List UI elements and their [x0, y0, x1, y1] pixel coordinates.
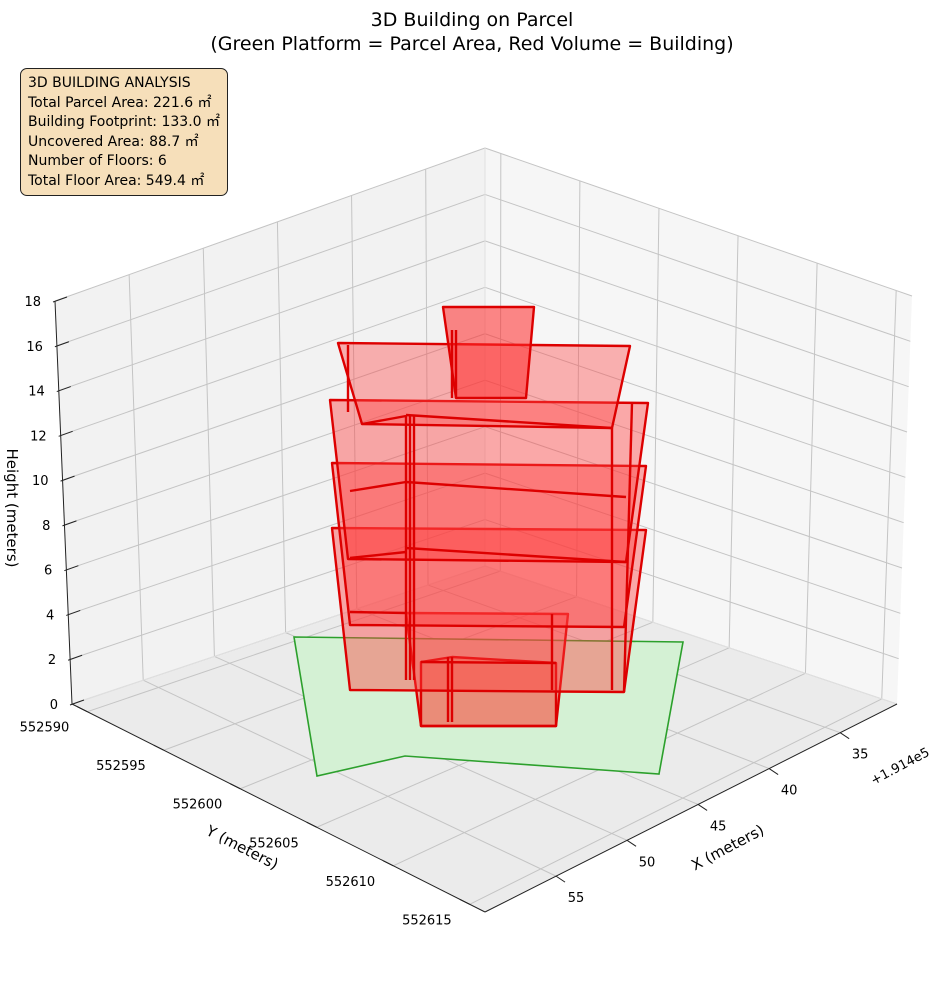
x-axis-label: X (meters)	[688, 821, 767, 874]
info-line-parcel-area: Total Parcel Area: 221.6 ㎡	[28, 94, 212, 111]
x-offset-label: +1.914e5	[868, 745, 932, 788]
x-tick-mark	[697, 803, 708, 811]
parcel-polygon	[293, 636, 684, 777]
z-tick-label: 16	[26, 340, 43, 355]
pane-edge	[484, 565, 898, 705]
floor-line	[349, 610, 407, 615]
info-line-footprint: Building Footprint: 133.0 ㎡	[28, 114, 221, 130]
grid-lines	[54, 147, 913, 905]
floor-line	[405, 413, 613, 430]
floor-line	[420, 660, 557, 665]
pane-back-left	[55, 148, 485, 704]
x-tick-label: 45	[710, 819, 727, 834]
z-tick-label: 6	[44, 564, 52, 579]
z-grid-line	[69, 519, 486, 660]
x-tick-mark	[555, 875, 566, 883]
z-grid-line	[58, 240, 486, 392]
chart-title: 3D Building on Parcel	[371, 9, 574, 31]
x-tick-mark	[839, 732, 850, 740]
building-edge	[622, 402, 634, 693]
z-grid-line	[484, 333, 906, 478]
y-grid-line	[652, 208, 660, 623]
z-grid-line	[484, 519, 899, 660]
info-line-floors: Number of Floors: 6	[28, 153, 167, 169]
z-axis-line	[54, 300, 73, 705]
info-heading: 3D BUILDING ANALYSIS	[28, 75, 191, 91]
z-grid-line	[484, 240, 909, 388]
analysis-info-box: 3D BUILDING ANALYSIS Total Parcel Area: …	[20, 68, 228, 196]
z-tick-label: 12	[30, 429, 47, 444]
y-grid-line	[804, 263, 818, 674]
info-line-floor-area: Total Floor Area: 549.4 ㎡	[28, 172, 205, 189]
tick-labels: 0 2 4 6 8 10 12 14 16 18 35 40 45 50 55 552590 552595 552…	[20, 295, 869, 928]
z-tick-label: 0	[50, 698, 58, 713]
z-grid-line	[484, 472, 901, 614]
floor-line	[405, 480, 627, 499]
floor-line	[349, 480, 407, 493]
x-grid-line	[276, 221, 287, 633]
x-axis-line	[484, 703, 898, 913]
z-grid-line	[484, 379, 904, 524]
y-tick-label: 552615	[402, 913, 452, 928]
z-tick-label: 18	[24, 295, 41, 310]
x-grid-line	[425, 169, 429, 586]
axes	[52, 296, 898, 913]
z-grid-line	[484, 286, 908, 433]
chart-subtitle: (Green Platform = Parcel Area, Red Volum…	[210, 33, 733, 55]
z-grid-line	[66, 426, 486, 571]
z-grid-line	[484, 147, 913, 297]
x-tick-label: 35	[852, 748, 869, 763]
z-tick-label: 10	[32, 474, 49, 489]
z-grid-line	[54, 147, 486, 302]
x-tick-label: 55	[568, 891, 585, 906]
z-grid-line	[64, 379, 486, 526]
z-tick-label: 4	[46, 608, 54, 623]
z-grid-line	[68, 472, 486, 615]
building-volume	[328, 305, 650, 728]
z-tick-label: 2	[48, 653, 56, 668]
y-grid-line	[881, 290, 897, 699]
pane-back-right	[485, 148, 912, 704]
floor-line	[361, 414, 407, 426]
y-axis-line	[71, 703, 486, 913]
z-grid-line	[484, 193, 911, 342]
z-grid-line	[56, 193, 486, 347]
info-line-uncovered: Uncovered Area: 88.7 ㎡	[28, 133, 199, 150]
z-grid-line	[484, 426, 903, 569]
x-tick-label: 40	[781, 784, 798, 799]
floor-line	[349, 550, 407, 560]
x-tick-mark	[626, 839, 637, 847]
x-grid-line	[128, 274, 144, 681]
x-tick-label: 50	[639, 855, 656, 870]
z-tick-label: 8	[42, 519, 50, 534]
y-tick-label: 552600	[173, 798, 223, 813]
y-grid-line	[576, 180, 581, 597]
y-grid-line	[87, 570, 501, 713]
z-tick-label: 14	[28, 385, 45, 400]
x-grid-line	[142, 679, 557, 877]
y-tick-label: 552590	[20, 721, 70, 736]
x-grid-line	[351, 195, 358, 609]
z-grid-line	[62, 333, 486, 481]
y-tick-label: 552605	[249, 836, 299, 851]
floor-line	[405, 546, 627, 564]
y-grid-line	[469, 698, 882, 905]
pane-edge	[71, 565, 486, 705]
x-grid-line	[202, 248, 215, 657]
x-tick-mark	[768, 768, 779, 775]
z-grid-line	[60, 286, 486, 436]
y-grid-line	[728, 235, 739, 648]
y-tick-label: 552610	[326, 875, 376, 890]
y-tick-label: 552595	[96, 759, 146, 774]
z-axis-label: Height (meters)	[3, 449, 21, 568]
parcel-platform	[293, 636, 684, 777]
